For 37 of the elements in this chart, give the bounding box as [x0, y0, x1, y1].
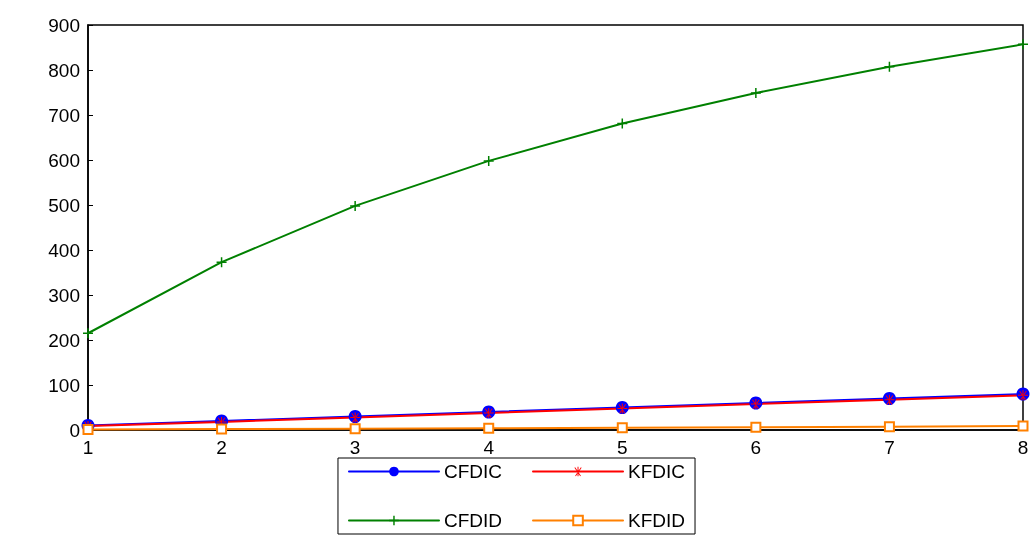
- point: [616, 422, 628, 434]
- point: [483, 155, 494, 166]
- point: [82, 424, 94, 436]
- point: [483, 422, 495, 434]
- point: [216, 423, 228, 435]
- x-tick-label: 5: [617, 437, 628, 458]
- point: [884, 61, 895, 72]
- x-tick-label: 1: [82, 437, 94, 458]
- x-tick-label: 3: [349, 437, 361, 458]
- x-tick-label: 8: [1017, 437, 1029, 458]
- y-tick-label: 400: [48, 239, 80, 261]
- point: [1017, 420, 1029, 432]
- y-tick-label: 700: [48, 104, 80, 126]
- point: [216, 257, 227, 268]
- x-tick-label: 6: [750, 437, 762, 458]
- y-tick-label: 300: [48, 284, 80, 306]
- point: [349, 423, 361, 435]
- legend-label: KFDIC: [628, 461, 686, 482]
- y-tick-label: 600: [48, 149, 80, 171]
- legend-label: CFDID: [443, 510, 503, 531]
- point: [750, 87, 761, 98]
- y-tick-label: 0: [69, 419, 80, 441]
- y-tick-label: 500: [48, 194, 80, 216]
- y-tick-label: 100: [48, 374, 80, 396]
- y-tick-label: 800: [48, 59, 80, 81]
- legend-label: KFDID: [628, 510, 686, 531]
- y-tick-label: 900: [48, 14, 80, 36]
- legend-label: CFDIC: [443, 461, 503, 482]
- point: [83, 328, 93, 339]
- point: [350, 200, 361, 211]
- x-tick-label: 4: [483, 437, 495, 458]
- y-tick-label: 200: [48, 329, 80, 351]
- x-tick-label: 2: [216, 437, 227, 458]
- point: [883, 421, 895, 433]
- x-tick-label: 7: [884, 437, 895, 458]
- point: [750, 421, 762, 433]
- point: [1018, 39, 1028, 50]
